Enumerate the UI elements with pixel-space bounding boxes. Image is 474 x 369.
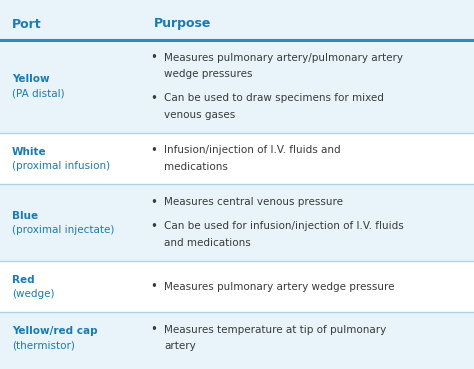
Text: Red: Red: [12, 275, 35, 284]
Bar: [0, 313, 474, 364]
Text: (thermistor): (thermistor): [12, 340, 75, 350]
Text: Measures pulmonary artery/pulmonary artery: Measures pulmonary artery/pulmonary arte…: [164, 53, 403, 63]
Text: (proximal infusion): (proximal infusion): [12, 161, 110, 170]
Text: Yellow: Yellow: [12, 75, 50, 85]
Text: •: •: [150, 92, 157, 105]
Bar: [0, 40, 474, 133]
Text: and medications: and medications: [164, 238, 251, 248]
Bar: [0, 261, 474, 313]
Text: (proximal injectate): (proximal injectate): [12, 225, 114, 235]
Text: •: •: [150, 280, 157, 293]
Text: Can be used for infusion/injection of I.V. fluids: Can be used for infusion/injection of I.…: [164, 221, 404, 231]
Text: Measures central venous pressure: Measures central venous pressure: [164, 197, 343, 207]
Text: Purpose: Purpose: [154, 17, 211, 31]
Text: Port: Port: [12, 17, 42, 31]
Text: •: •: [150, 196, 157, 209]
Text: •: •: [150, 220, 157, 233]
Text: Can be used to draw specimens for mixed: Can be used to draw specimens for mixed: [164, 93, 384, 103]
Text: White: White: [12, 146, 46, 156]
Text: Yellow/red cap: Yellow/red cap: [12, 326, 98, 336]
Text: •: •: [150, 324, 157, 337]
Text: artery: artery: [164, 341, 196, 351]
Text: Measures pulmonary artery wedge pressure: Measures pulmonary artery wedge pressure: [164, 282, 395, 292]
Text: (PA distal): (PA distal): [12, 89, 64, 99]
Text: medications: medications: [164, 162, 228, 172]
Text: Blue: Blue: [12, 211, 38, 221]
Text: (wedge): (wedge): [12, 289, 55, 299]
Text: •: •: [150, 51, 157, 65]
Bar: [0, 133, 474, 184]
Text: Measures temperature at tip of pulmonary: Measures temperature at tip of pulmonary: [164, 325, 386, 335]
Bar: [0, 184, 474, 261]
Text: •: •: [150, 144, 157, 157]
Text: wedge pressures: wedge pressures: [164, 69, 253, 79]
Text: venous gases: venous gases: [164, 110, 236, 120]
Text: Infusion/injection of I.V. fluids and: Infusion/injection of I.V. fluids and: [164, 145, 341, 155]
